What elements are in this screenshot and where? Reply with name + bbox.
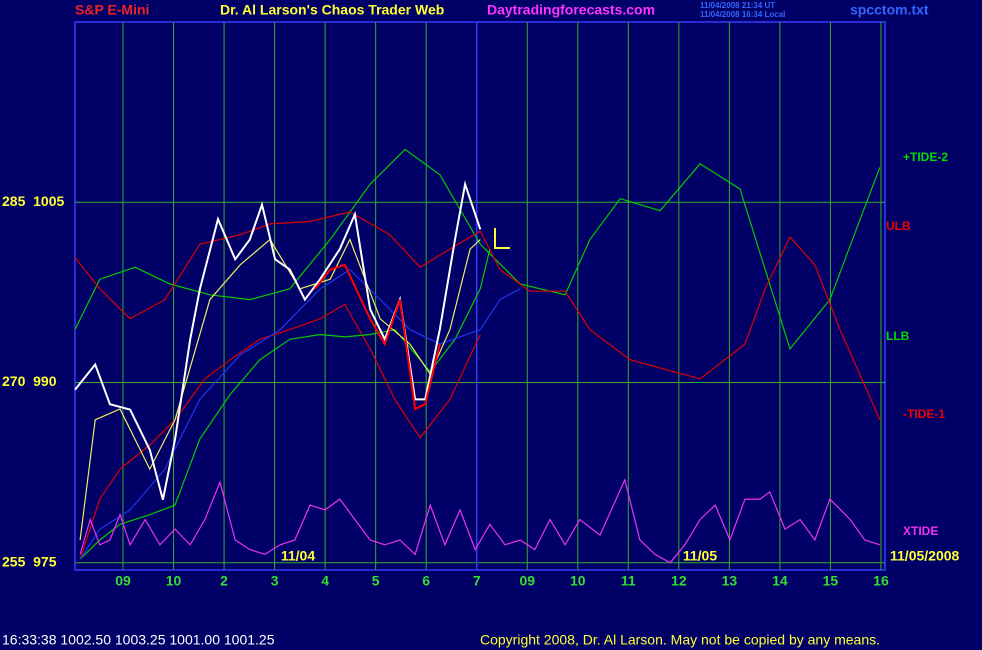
- x-tick-label: 10: [570, 573, 586, 589]
- series-label: -TIDE-1: [903, 407, 945, 421]
- cursor-marker: [494, 228, 510, 249]
- y-tick-label: 270 990: [2, 373, 57, 389]
- x-tick-label: 09: [115, 573, 131, 589]
- site: Daytradingforecasts.com: [487, 2, 655, 18]
- series-label: LLB: [886, 329, 910, 343]
- stamp: 11/04/2008 21:34 UT: [700, 1, 775, 10]
- date-label: 11/05/2008: [890, 548, 960, 564]
- x-tick-label: 5: [372, 573, 380, 589]
- series-label: ULB: [886, 219, 911, 233]
- y-tick-label: 285 1005: [2, 193, 64, 209]
- series-line: [79, 248, 491, 560]
- date-label: 11/05: [683, 548, 717, 564]
- x-tick-label: 7: [473, 573, 481, 589]
- series-label: +TIDE-2: [903, 150, 948, 164]
- instrument: S&P E-Mini: [75, 2, 149, 18]
- x-tick-label: 15: [823, 573, 839, 589]
- chart-title: Dr. Al Larson's Chaos Trader Web: [220, 2, 444, 18]
- plot-frame: [74, 21, 886, 571]
- series-label: XTIDE: [903, 524, 938, 538]
- x-tick-label: 13: [722, 573, 738, 589]
- file-name: spcctom.txt: [850, 2, 929, 18]
- x-tick-label: 3: [271, 573, 279, 589]
- date-label: 11/04: [281, 548, 315, 564]
- copyright: Copyright 2008, Dr. Al Larson. May not b…: [480, 632, 880, 648]
- y-tick-label: 255 975: [2, 553, 57, 569]
- x-tick-label: 2: [220, 573, 228, 589]
- x-tick-label: 10: [166, 573, 182, 589]
- series-line: [314, 263, 441, 411]
- x-tick-label: 6: [422, 573, 430, 589]
- series-line: [79, 303, 481, 560]
- x-tick-label: 16: [873, 573, 889, 589]
- x-tick-label: 4: [321, 573, 329, 589]
- stamp: 11/04/2008 16:34 Local: [700, 10, 785, 19]
- x-tick-label: 09: [519, 573, 535, 589]
- series-line: [74, 211, 881, 421]
- series-line: [79, 478, 881, 564]
- series-line: [79, 268, 521, 560]
- quote: 16:33:38 1002.50 1003.25 1001.00 1001.25: [2, 632, 275, 648]
- x-tick-label: 11: [621, 573, 636, 589]
- x-tick-label: 12: [671, 573, 687, 589]
- series-line: [74, 180, 482, 500]
- series-line: [74, 148, 881, 351]
- x-tick-label: 14: [772, 573, 788, 589]
